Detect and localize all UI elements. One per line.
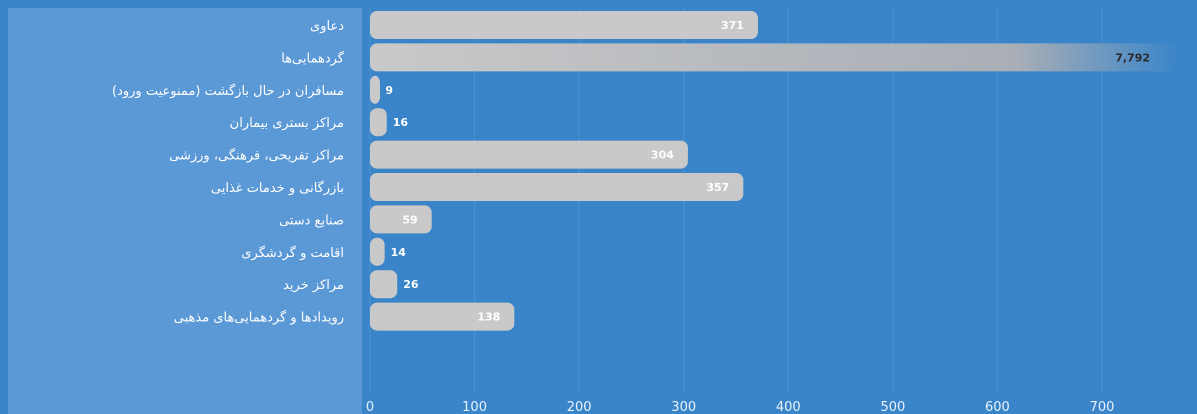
bar-value-label: 9 — [385, 84, 393, 97]
bar — [370, 140, 688, 169]
category-label: مسافران در حال بازگشت (ممنوعیت ورود) — [112, 83, 344, 99]
category-label: اقامت و گردشگری — [241, 245, 344, 261]
x-tick-label: 300 — [671, 400, 696, 414]
bar-value-label: 7,792 — [1115, 51, 1150, 64]
bar-value-label: 59 — [402, 213, 417, 226]
bar-value-label: 14 — [391, 246, 407, 259]
category-label: مراکز خرید — [283, 278, 344, 293]
category-label: صنایع دستی — [279, 213, 344, 228]
bar — [370, 43, 1178, 72]
category-label: گردهمایی‌ها — [281, 50, 345, 66]
category-label: دعاوی — [310, 19, 344, 34]
bar — [370, 205, 432, 234]
bar-value-label: 138 — [477, 311, 500, 324]
category-label: بازرگانی و خدمات غذایی — [211, 180, 344, 196]
bar — [370, 270, 398, 299]
x-tick-label: 600 — [985, 400, 1010, 414]
bar — [370, 108, 387, 137]
category-label: رویدادها و گردهمایی‌های مذهبی — [174, 310, 344, 326]
bar-value-label: 371 — [721, 19, 744, 32]
x-tick-label: 200 — [567, 400, 592, 414]
category-label-panel — [8, 8, 362, 414]
bar-value-label: 16 — [393, 116, 409, 129]
bar — [370, 173, 744, 201]
x-tick-label: 0 — [366, 400, 374, 414]
bar — [370, 302, 515, 331]
x-tick-label: 700 — [1090, 400, 1115, 414]
bar — [370, 11, 758, 39]
category-label: مراکز تفریحی، فرهنگی، ورزشی — [169, 148, 344, 164]
bar — [370, 237, 385, 266]
bar — [370, 75, 380, 104]
x-tick-label: 400 — [776, 400, 801, 414]
bar-value-label: 304 — [651, 149, 674, 162]
bar-value-label: 26 — [403, 278, 419, 291]
x-tick-label: 500 — [880, 400, 905, 414]
x-tick-label: 100 — [462, 400, 487, 414]
bar-value-label: 357 — [706, 181, 729, 194]
category-label: مراکز بستری بیماران — [230, 116, 344, 131]
